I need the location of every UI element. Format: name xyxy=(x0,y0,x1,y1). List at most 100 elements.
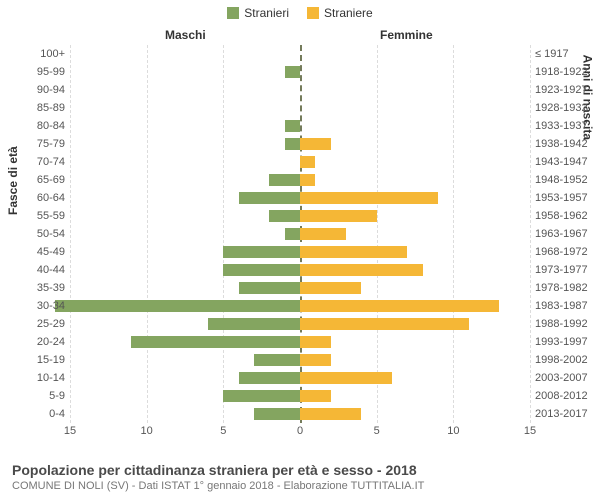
legend-item-straniere: Straniere xyxy=(307,6,373,20)
bar-male xyxy=(239,282,300,294)
header-male: Maschi xyxy=(165,28,206,42)
pyramid-row: 35-391978-1982 xyxy=(70,279,530,297)
header-female: Femmine xyxy=(380,28,433,42)
pyramid-row: 80-841933-1937 xyxy=(70,117,530,135)
bar-female xyxy=(300,246,407,258)
birth-year-label: 1983-1987 xyxy=(535,297,600,315)
age-label: 65-69 xyxy=(5,171,65,189)
age-label: 40-44 xyxy=(5,261,65,279)
pyramid-row: 10-142003-2007 xyxy=(70,369,530,387)
pyramid-row: 95-991918-1922 xyxy=(70,63,530,81)
birth-year-label: 1988-1992 xyxy=(535,315,600,333)
legend-label-stranieri: Stranieri xyxy=(244,6,289,20)
x-tick-label: 10 xyxy=(141,425,153,437)
pyramid-row: 50-541963-1967 xyxy=(70,225,530,243)
bar-male xyxy=(254,354,300,366)
legend: Stranieri Straniere xyxy=(0,0,600,20)
bar-female xyxy=(300,228,346,240)
pyramid-row: 20-241993-1997 xyxy=(70,333,530,351)
chart-subtitle: COMUNE DI NOLI (SV) - Dati ISTAT 1° genn… xyxy=(12,480,588,492)
birth-year-label: 1923-1927 xyxy=(535,81,600,99)
pyramid-row: 55-591958-1962 xyxy=(70,207,530,225)
age-label: 20-24 xyxy=(5,333,65,351)
x-tick-label: 10 xyxy=(447,425,459,437)
age-label: 55-59 xyxy=(5,207,65,225)
title-block: Popolazione per cittadinanza straniera p… xyxy=(12,462,588,492)
pyramid-row: 100+≤ 1917 xyxy=(70,45,530,63)
bar-male xyxy=(55,300,300,312)
birth-year-label: 1928-1932 xyxy=(535,99,600,117)
bar-female xyxy=(300,174,315,186)
age-label: 60-64 xyxy=(5,189,65,207)
pyramid-row: 15-191998-2002 xyxy=(70,351,530,369)
chart-plot-area: 15105051015100+≤ 191795-991918-192290-94… xyxy=(70,45,530,423)
pyramid-row: 0-42013-2017 xyxy=(70,405,530,423)
age-label: 45-49 xyxy=(5,243,65,261)
pyramid-row: 5-92008-2012 xyxy=(70,387,530,405)
age-label: 15-19 xyxy=(5,351,65,369)
pyramid-row: 60-641953-1957 xyxy=(70,189,530,207)
pyramid-row: 40-441973-1977 xyxy=(70,261,530,279)
x-axis: 15105051015 xyxy=(70,423,530,441)
bar-male xyxy=(131,336,300,348)
birth-year-label: 1933-1937 xyxy=(535,117,600,135)
bar-female xyxy=(300,192,438,204)
bar-female xyxy=(300,372,392,384)
birth-year-label: 1968-1972 xyxy=(535,243,600,261)
bar-female xyxy=(300,282,361,294)
age-label: 90-94 xyxy=(5,81,65,99)
pyramid-row: 65-691948-1952 xyxy=(70,171,530,189)
birth-year-label: 1998-2002 xyxy=(535,351,600,369)
bar-female xyxy=(300,336,331,348)
age-label: 85-89 xyxy=(5,99,65,117)
birth-year-label: 1963-1967 xyxy=(535,225,600,243)
bar-male xyxy=(285,138,300,150)
x-tick-label: 5 xyxy=(220,425,226,437)
bar-female xyxy=(300,300,499,312)
x-tick-label: 5 xyxy=(374,425,380,437)
birth-year-label: 2008-2012 xyxy=(535,387,600,405)
birth-year-label: 2013-2017 xyxy=(535,405,600,423)
bar-male xyxy=(285,120,300,132)
x-tick-label: 0 xyxy=(297,425,303,437)
birth-year-label: 1978-1982 xyxy=(535,279,600,297)
bar-male xyxy=(239,192,300,204)
bar-female xyxy=(300,354,331,366)
gridline xyxy=(530,45,531,423)
bar-male xyxy=(269,210,300,222)
pyramid-row: 70-741943-1947 xyxy=(70,153,530,171)
age-label: 50-54 xyxy=(5,225,65,243)
x-tick-label: 15 xyxy=(64,425,76,437)
age-label: 5-9 xyxy=(5,387,65,405)
bar-male xyxy=(254,408,300,420)
legend-swatch-stranieri xyxy=(227,7,239,19)
age-label: 100+ xyxy=(5,45,65,63)
bar-female xyxy=(300,156,315,168)
pyramid-row: 85-891928-1932 xyxy=(70,99,530,117)
bar-male xyxy=(208,318,300,330)
bar-male xyxy=(285,228,300,240)
bar-male xyxy=(285,66,300,78)
plot: 15105051015100+≤ 191795-991918-192290-94… xyxy=(70,45,530,423)
birth-year-label: 1943-1947 xyxy=(535,153,600,171)
age-label: 25-29 xyxy=(5,315,65,333)
pyramid-row: 30-341983-1987 xyxy=(70,297,530,315)
birth-year-label: 1993-1997 xyxy=(535,333,600,351)
age-label: 35-39 xyxy=(5,279,65,297)
age-label: 95-99 xyxy=(5,63,65,81)
pyramid-row: 25-291988-1992 xyxy=(70,315,530,333)
legend-label-straniere: Straniere xyxy=(324,6,373,20)
age-label: 0-4 xyxy=(5,405,65,423)
bar-female xyxy=(300,210,377,222)
bar-male xyxy=(223,264,300,276)
age-label: 80-84 xyxy=(5,117,65,135)
bar-female xyxy=(300,408,361,420)
chart-container: { "legend": { "series_a": { "label": "St… xyxy=(0,0,600,500)
birth-year-label: 1938-1942 xyxy=(535,135,600,153)
bar-male xyxy=(223,246,300,258)
legend-item-stranieri: Stranieri xyxy=(227,6,289,20)
bar-female xyxy=(300,138,331,150)
birth-year-label: 1948-1952 xyxy=(535,171,600,189)
birth-year-label: 1953-1957 xyxy=(535,189,600,207)
x-tick-label: 15 xyxy=(524,425,536,437)
